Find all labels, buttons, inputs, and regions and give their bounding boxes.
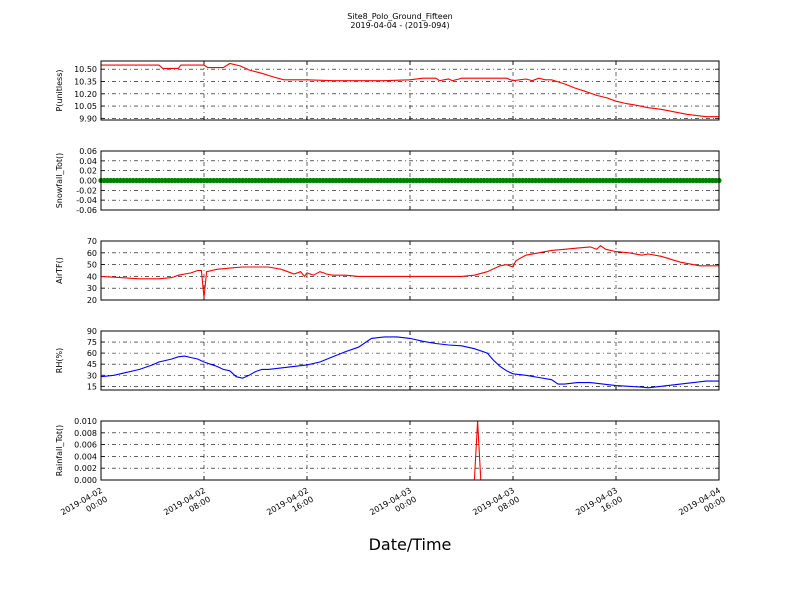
y-tick-label: 20 [87, 296, 97, 305]
panel-5: 0.000 0.002 0.004 0.006 0.008 0.010 Rainfall_T… [55, 417, 720, 485]
y-tick-label: -0.06 [76, 206, 97, 215]
y-tick-label: 0.06 [79, 147, 97, 156]
y-tick-label: 0.008 [74, 429, 97, 438]
y-tick-label: 40 [87, 272, 97, 281]
y-tick-label: 90 [87, 327, 97, 336]
y-tick-label: 10.05 [74, 102, 97, 111]
y-tick-label: -0.04 [76, 196, 97, 205]
figure-title: Site8_Polo_Ground_Fifteen [347, 12, 453, 21]
y-tick-label: 10.35 [74, 77, 97, 86]
x-tick-label: 2019-04-0216:00 [265, 486, 315, 526]
y-axis-label: Rainfall_Tot() [55, 425, 64, 477]
series-line [100, 336, 719, 389]
y-tick-label: 60 [87, 249, 97, 258]
panel-4: 15 30 45 60 75 90 RH(%) [55, 327, 720, 391]
panel-1: 9.90 10.05 10.20 10.35 10.50 P(unitless) [55, 60, 720, 123]
y-tick-label: 45 [87, 360, 97, 369]
x-axis-label: Date/Time [369, 535, 452, 554]
y-tick-label: 9.90 [79, 114, 97, 123]
panel-frame [100, 60, 720, 121]
panel-frame [100, 240, 720, 301]
x-tick-label: 2019-04-0208:00 [162, 486, 212, 526]
y-tick-label: 0.010 [74, 417, 97, 426]
y-axis-label: RH(%) [55, 348, 64, 373]
y-tick-label: 10.20 [74, 90, 97, 99]
y-tick-label: 0.04 [79, 157, 97, 166]
y-tick-label: 0.00 [79, 177, 97, 186]
x-tick-label: 2019-04-0200:00 [59, 486, 109, 526]
y-tick-label: -0.02 [76, 186, 97, 195]
y-tick-label: 0.002 [74, 464, 97, 473]
series-line [101, 62, 719, 118]
x-tick-label: 2019-04-0400:00 [677, 486, 727, 526]
panel-2: -0.06-0.04-0.020.000.020.040.06 Snowfall_… [55, 147, 722, 215]
y-tick-label: 10.50 [74, 65, 97, 74]
y-tick-label: 15 [87, 382, 97, 391]
series-line [100, 244, 719, 298]
panel-3: 20 30 40 50 60 70 AirTF() [55, 237, 720, 305]
y-tick-label: 0.000 [74, 476, 97, 485]
y-tick-label: 50 [87, 261, 97, 270]
y-axis-label: P(unitless) [55, 69, 64, 111]
panel-frame [100, 420, 720, 481]
y-tick-label: 60 [87, 349, 97, 358]
y-tick-label: 30 [87, 371, 97, 380]
x-tick-label: 2019-04-0300:00 [368, 486, 418, 526]
y-tick-label: 70 [87, 237, 97, 246]
x-tick-label: 2019-04-0308:00 [471, 486, 521, 526]
y-tick-label: 30 [87, 284, 97, 293]
figure-subtitle: 2019-04-04 - (2019-094) [350, 21, 450, 30]
y-tick-label: 0.02 [79, 167, 97, 176]
y-tick-label: 0.004 [74, 452, 97, 461]
panel-frame [100, 150, 720, 211]
panel-frame [100, 330, 720, 391]
y-tick-label: 0.006 [74, 441, 97, 450]
y-tick-label: 75 [87, 338, 97, 347]
y-axis-label: Snowfall_Tot() [55, 153, 64, 209]
x-tick-label: 2019-04-0316:00 [574, 486, 624, 526]
y-axis-label: AirTF() [55, 257, 64, 284]
